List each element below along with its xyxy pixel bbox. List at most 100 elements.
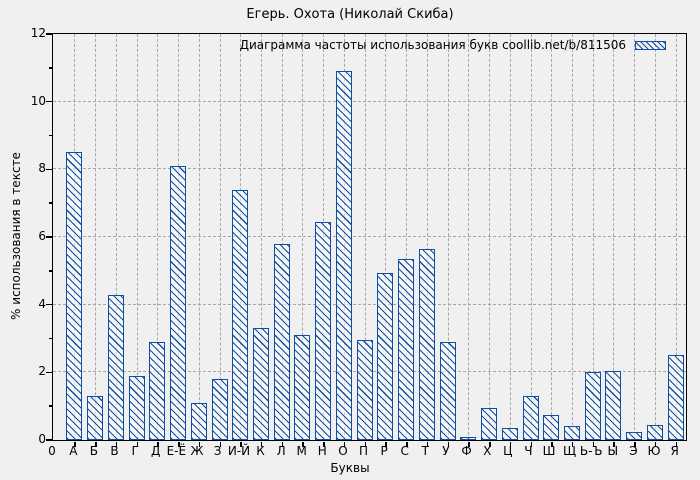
legend-hatch-swatch-icon [635, 40, 666, 50]
bar [626, 431, 643, 440]
bar [128, 375, 145, 440]
x-tick [281, 441, 284, 447]
bar-slot [479, 34, 500, 447]
x-tick [613, 441, 615, 447]
y-minor-tick [48, 337, 52, 340]
y-major-tick [45, 33, 52, 35]
x-tick-label: У [442, 444, 450, 458]
x-tick [136, 441, 139, 447]
bar-slot [126, 34, 147, 447]
x-tick [654, 441, 657, 447]
x-tick-label: В [110, 444, 119, 458]
x-tick-label: Ф [461, 444, 472, 458]
bar [273, 243, 290, 440]
x-tick [323, 441, 325, 447]
y-tick-label: 6 [38, 229, 46, 243]
bar-slot [624, 34, 645, 447]
x-origin-label: 0 [48, 444, 56, 458]
x-tick-label: Ю [647, 444, 661, 458]
v-gridline [364, 34, 366, 440]
bar [170, 165, 187, 440]
x-tick [385, 441, 387, 447]
bar-slot [64, 34, 85, 447]
v-gridline [654, 34, 656, 440]
bar [522, 396, 539, 440]
bar-slot [168, 34, 189, 447]
v-gridline [281, 34, 283, 440]
plot-area: Диаграмма частоты использования букв coo… [45, 33, 687, 447]
y-major-tick [45, 371, 52, 374]
v-gridline [136, 34, 138, 440]
bar-slot [105, 34, 126, 447]
bar [87, 396, 104, 440]
v-gridline [219, 34, 221, 440]
x-tick [74, 441, 76, 447]
x-tick [219, 441, 221, 447]
x-axis-label: Буквы [330, 461, 370, 475]
bar-slot [582, 34, 603, 447]
bar-slot [85, 34, 106, 447]
y-major-tick [45, 100, 52, 103]
v-gridline [447, 34, 449, 440]
bar-slot [230, 34, 251, 447]
x-tick-label: С [400, 444, 409, 458]
y-tick-label: 10 [30, 93, 46, 108]
x-tick-label: П [359, 444, 369, 458]
x-tick-label: Г [131, 444, 139, 458]
v-gridline [530, 34, 532, 440]
y-tick-label: 0 [38, 432, 46, 446]
y-minor-tick [48, 67, 52, 69]
bar [315, 221, 332, 440]
x-tick-label: Н [317, 444, 327, 458]
bar [211, 379, 228, 440]
x-tick [447, 441, 450, 447]
y-tick-label: 2 [38, 364, 46, 379]
x-tick-label: З [213, 444, 222, 458]
v-gridline [260, 34, 262, 440]
x-tick-label: Е-Ё [166, 444, 187, 458]
bar [252, 328, 269, 440]
h-gridline [53, 236, 686, 237]
x-tick [343, 441, 346, 447]
x-tick-label: Д [151, 444, 161, 458]
v-gridline [551, 34, 553, 440]
x-tick [240, 441, 242, 447]
h-gridline [53, 100, 686, 102]
bar-slot [292, 34, 313, 447]
x-tick-label: Ж [190, 444, 204, 458]
x-tick [551, 441, 553, 447]
x-tick-label: Ш [542, 444, 556, 458]
bar-slot [665, 34, 686, 447]
y-tick-label: 12 [30, 26, 46, 40]
x-tick-label: И-Й [227, 444, 251, 458]
bar [563, 426, 580, 440]
bar-slot [437, 34, 458, 447]
v-gridline [426, 34, 428, 440]
y-axis-tick-labels: 0 2 4 6 8 10 12 [0, 26, 46, 446]
bar-slot [147, 34, 168, 447]
bar [481, 407, 498, 440]
x-tick [489, 441, 491, 447]
bar-slot [375, 34, 396, 447]
bar-slot [396, 34, 417, 447]
bar [667, 355, 684, 440]
v-gridline [489, 34, 491, 440]
v-gridline [613, 34, 615, 440]
y-tick-label: 4 [38, 296, 46, 311]
x-tick [260, 441, 263, 447]
bar [584, 372, 601, 440]
bar [294, 335, 311, 440]
x-tick [592, 441, 595, 447]
x-tick-label: Т [421, 444, 430, 458]
x-tick-label: Б [89, 444, 99, 458]
bar [335, 71, 352, 440]
x-tick-label: М [296, 444, 307, 458]
x-tick [634, 441, 636, 447]
x-tick-label: Э [629, 444, 638, 458]
x-tick-label: Ь-Ъ [579, 444, 603, 458]
bar [501, 428, 518, 440]
x-tick [198, 441, 201, 447]
bar [543, 414, 560, 440]
x-tick-label: Х [483, 444, 492, 458]
